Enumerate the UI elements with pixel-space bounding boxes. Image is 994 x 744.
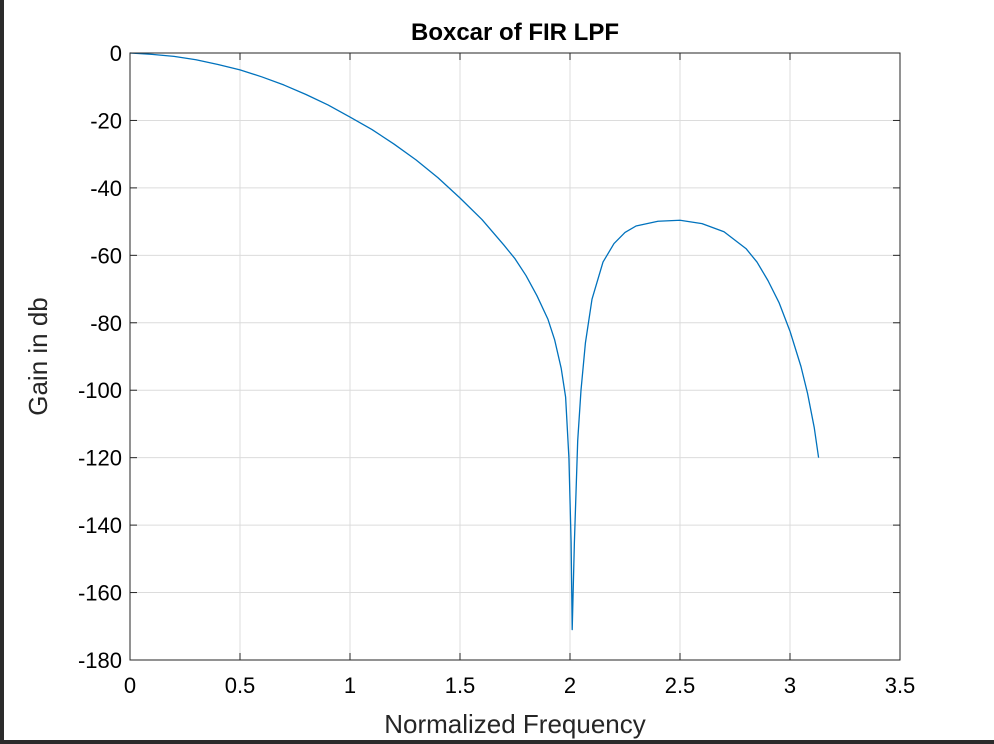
x-tick-label: 3.5 (885, 673, 916, 698)
window-bottom-edge (0, 740, 994, 744)
x-tick-label: 2.5 (665, 673, 696, 698)
y-tick-label: -20 (90, 108, 122, 133)
y-tick-label: 0 (110, 41, 122, 66)
series-layer (129, 52, 820, 631)
y-tick-label: -120 (78, 446, 122, 471)
x-tick-label: 0.5 (225, 673, 256, 698)
x-tick-label: 2 (564, 673, 576, 698)
x-axis-label: Normalized Frequency (384, 709, 646, 739)
y-tick-label: -160 (78, 581, 122, 606)
chart-title: Boxcar of FIR LPF (411, 19, 619, 46)
y-tick-label: -40 (90, 176, 122, 201)
y-tick-label: -100 (78, 378, 122, 403)
x-tick-label: 3 (784, 673, 796, 698)
y-tick-label: -140 (78, 513, 122, 538)
series-line (129, 52, 820, 631)
ticks: 0 0.5 1 1.5 2 2.5 3 3.5 0 -20 -40 -60 -80 -100 -120 -14… (78, 41, 915, 698)
y-tick-label: -80 (90, 311, 122, 336)
x-tick-label: 1.5 (445, 673, 476, 698)
y-axis-label: Gain in db (23, 297, 53, 416)
y-tick-label: -180 (78, 648, 122, 673)
x-tick-label: 0 (124, 673, 136, 698)
axes-box (129, 52, 901, 661)
y-tick-label: -60 (90, 243, 122, 268)
window-left-edge (0, 0, 4, 744)
grid (130, 53, 900, 660)
x-tick-label: 1 (344, 673, 356, 698)
